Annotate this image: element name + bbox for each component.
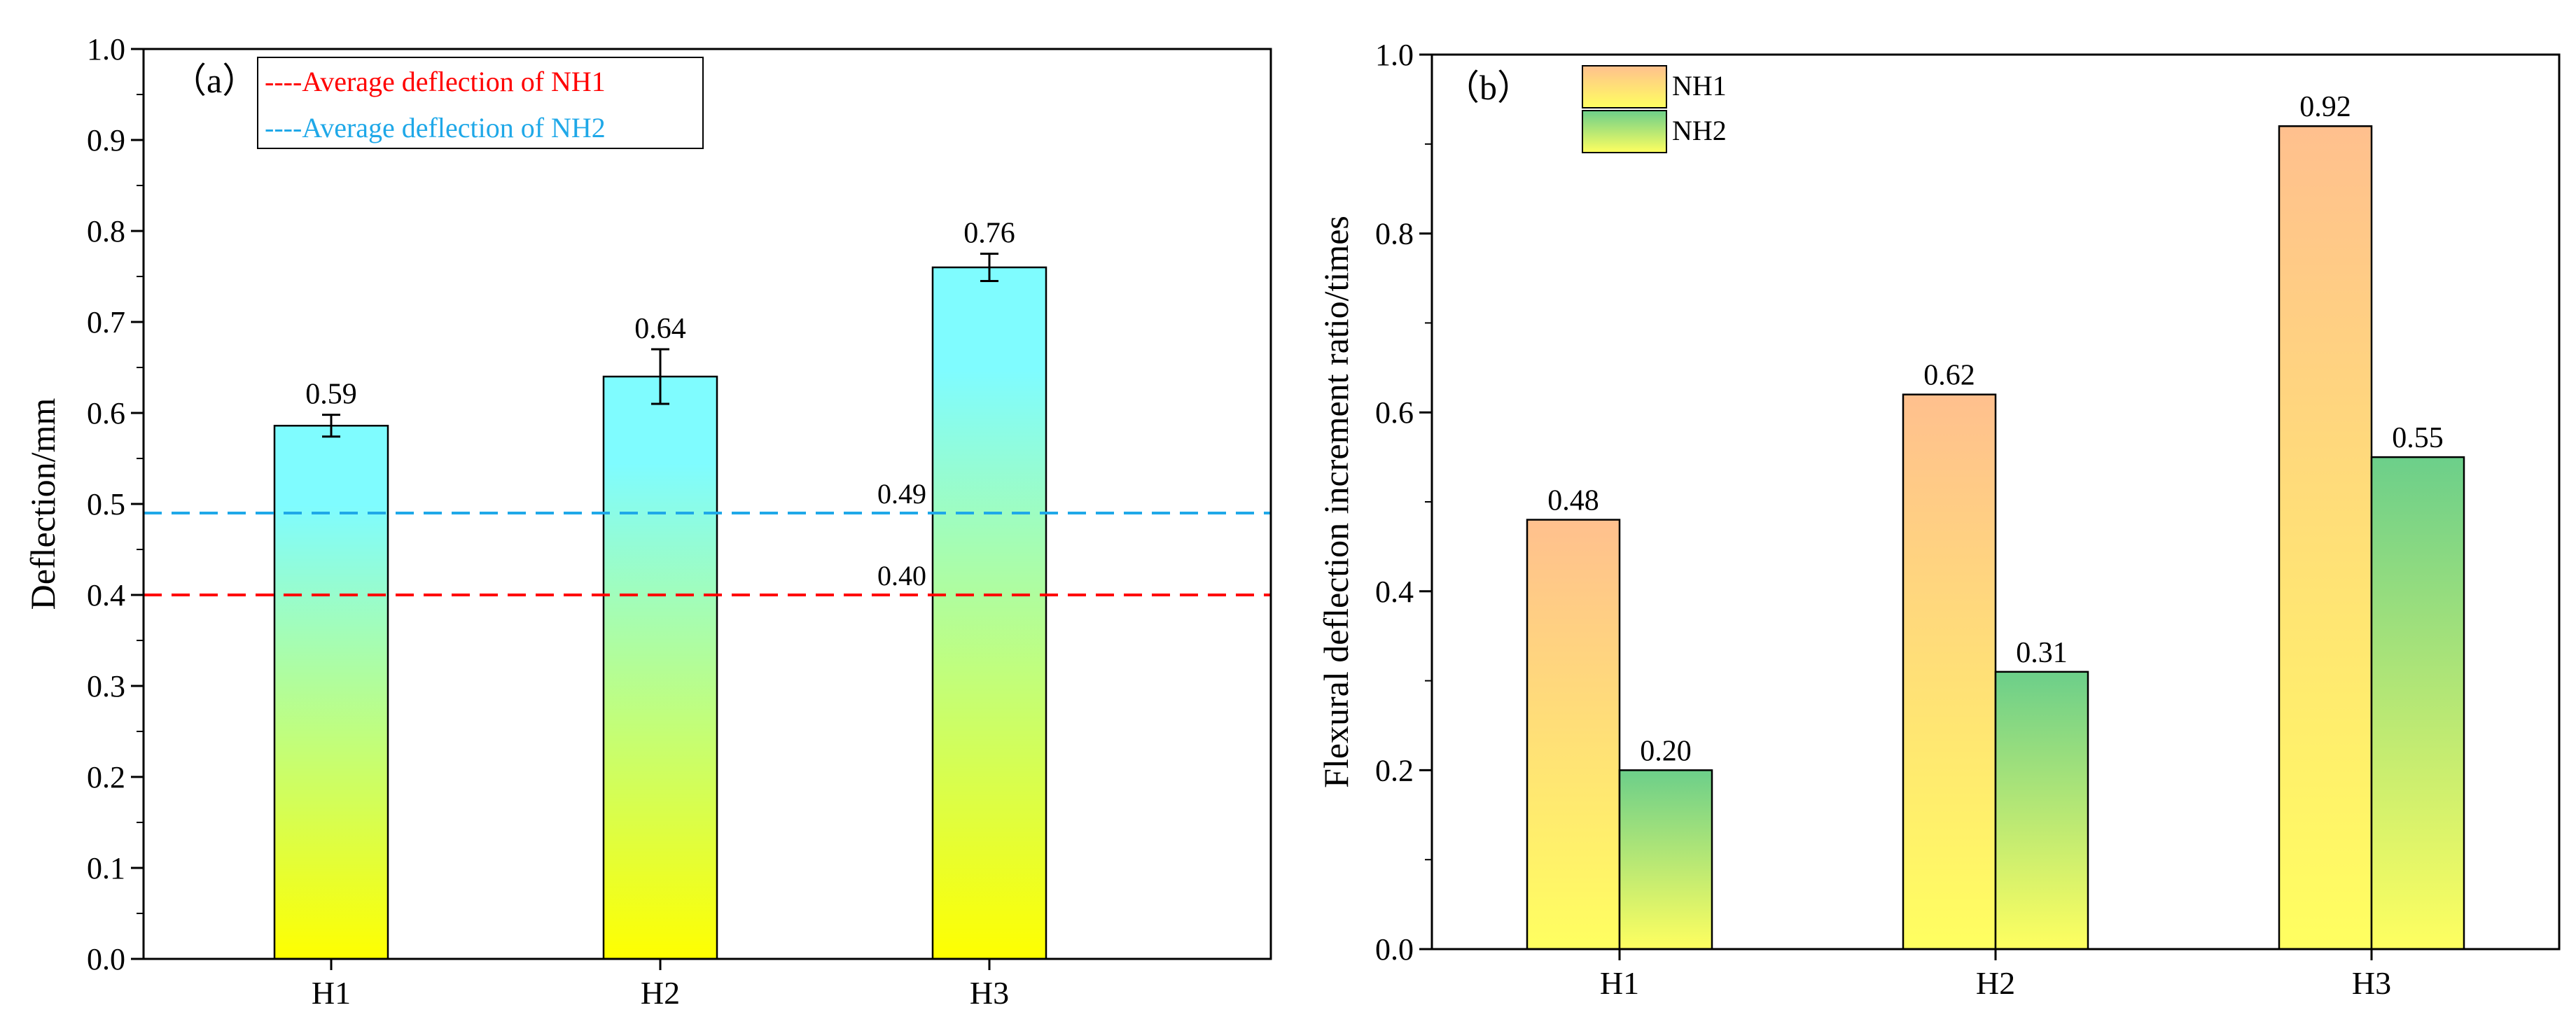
data-label-h2: 0.64	[634, 313, 686, 345]
bar-nh1-h3	[2278, 125, 2373, 951]
chart-panel-a: 0.59 0.64 0.76 0.40 0.49 0.0 0.1 0.2 0.3 0.4 0.5…	[23, 32, 1272, 1011]
y-tick-label-a: 0.4	[87, 578, 125, 612]
plot-frame-b	[1430, 53, 2561, 951]
legend-b-swatch-nh2	[1582, 110, 1667, 153]
x-tick-label-a-h1: H1	[312, 975, 351, 1011]
y-tick-label-b: 0.0	[1375, 932, 1414, 967]
bar-nh2-h1	[1618, 769, 1713, 951]
y-tick-label-b: 1.0	[1375, 38, 1414, 72]
y-tick-label-a: 0.5	[87, 487, 125, 521]
reference-label-1: 0.40	[877, 560, 926, 591]
x-tick-label-a-h2: H2	[641, 975, 680, 1011]
panel-label-b: （b）	[1444, 68, 1532, 107]
legend-a-entry-nh1: ----Average deflection of NH1	[265, 66, 606, 97]
legend-b: NH1 NH2	[1582, 65, 1727, 153]
legend-b-swatch-nh1	[1582, 65, 1667, 108]
y-tick-label-a: 1.0	[87, 32, 125, 66]
x-tick-label-b-h3: H3	[2352, 965, 2391, 1001]
data-label-nh1-h3: 0.92	[2299, 91, 2351, 123]
plot-frame-a	[142, 48, 1272, 960]
y-axis-title-a: Deflection/mm	[23, 398, 62, 610]
bar-nh1-h1	[1526, 519, 1621, 951]
data-label-h3: 0.76	[963, 218, 1015, 250]
y-tick-label-b: 0.4	[1375, 575, 1414, 609]
data-label-nh2-h2: 0.31	[2016, 637, 2068, 669]
legend-a-swatch-nh2: ----Average deflection of NH2	[265, 112, 606, 143]
data-label-nh2-h3: 0.55	[2392, 422, 2444, 454]
y-tick-label-b: 0.2	[1375, 753, 1414, 787]
bar-nh2-h2	[1994, 671, 2089, 951]
y-axis-title-b: Flexural deflection increment ratio/time…	[1316, 216, 1356, 788]
bar-h1	[273, 424, 389, 960]
x-tick-label-b-h1: H1	[1600, 965, 1639, 1001]
legend-b-label-nh1: NH1	[1672, 70, 1727, 101]
legend-a-swatch-nh1: ----Average deflection of NH1	[265, 66, 606, 97]
legend-a: ----Average deflection of NH1 ----Averag…	[257, 57, 704, 149]
y-tick-label-b: 0.6	[1375, 395, 1414, 430]
data-label-nh2-h1: 0.20	[1640, 735, 1692, 767]
y-tick-label-a: 0.9	[87, 123, 125, 157]
panel-label-a: （a）	[172, 61, 257, 100]
y-tick-label-b: 0.8	[1375, 217, 1414, 251]
bar-nh1-h2	[1902, 393, 1997, 951]
data-label-h1: 0.59	[305, 379, 357, 411]
data-label-nh1-h1: 0.48	[1547, 485, 1599, 517]
legend-b-label-nh2: NH2	[1672, 115, 1727, 146]
bar-h2	[602, 375, 718, 960]
y-tick-label-a: 0.8	[87, 214, 125, 248]
y-tick-label-a: 0.1	[87, 851, 125, 885]
y-tick-label-a: 0.2	[87, 760, 125, 794]
y-tick-label-a: 0.6	[87, 396, 125, 430]
data-label-nh1-h2: 0.62	[1923, 360, 1975, 392]
y-tick-label-a: 0.0	[87, 942, 125, 976]
legend-a-box	[257, 57, 704, 149]
y-tick-label-a: 0.7	[87, 305, 125, 339]
x-tick-label-a-h3: H3	[970, 975, 1009, 1011]
y-tick-label-a: 0.3	[87, 669, 125, 703]
chart-panel-b: 0.48 0.20 0.62 0.31 0.92 0.55 0.0 0.2 0.4 0.6 0.8…	[1316, 38, 2561, 1001]
x-tick-label-b-h2: H2	[1976, 965, 2015, 1001]
bar-nh2-h3	[2370, 456, 2465, 951]
bar-h3	[931, 266, 1047, 960]
reference-label-2: 0.49	[877, 478, 926, 510]
legend-a-entry-nh2: ----Average deflection of NH2	[265, 112, 606, 143]
